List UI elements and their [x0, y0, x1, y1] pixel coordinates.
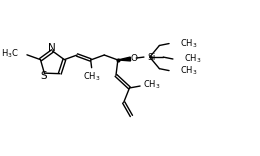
Text: CH$_3$: CH$_3$ [184, 53, 201, 65]
Text: Si: Si [148, 53, 156, 62]
Text: S: S [40, 71, 47, 81]
Text: CH$_3$: CH$_3$ [83, 71, 100, 83]
Text: N: N [48, 43, 55, 53]
Text: CH$_3$: CH$_3$ [180, 37, 197, 50]
Text: CH$_3$: CH$_3$ [180, 64, 197, 77]
Polygon shape [118, 57, 131, 61]
Text: H$_3$C: H$_3$C [1, 48, 19, 60]
Text: CH$_3$: CH$_3$ [143, 79, 160, 91]
Text: O: O [130, 54, 137, 63]
